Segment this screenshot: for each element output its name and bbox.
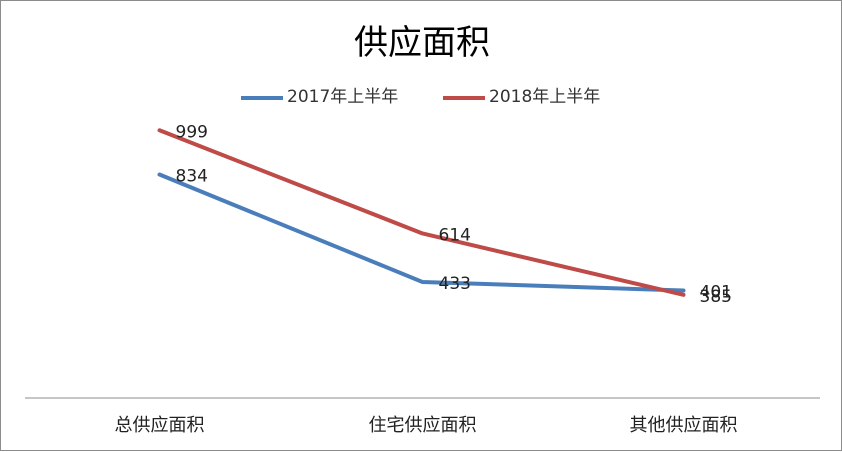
data-label: 834 — [176, 167, 208, 187]
chart-title: 供应面积 — [354, 23, 490, 63]
series-line-2 — [157, 128, 686, 297]
legend-label-2017: 2017年上半年 — [287, 87, 399, 107]
x-tick-label: 其他供应面积 — [630, 415, 738, 436]
legend-label-2018: 2018年上半年 — [489, 87, 601, 107]
x-tick-label: 住宅供应面积 — [369, 415, 477, 436]
chart-legend: 2017年上半年 2018年上半年 — [1, 85, 842, 109]
series-line-1 — [157, 172, 686, 293]
legend-swatch-2017 — [241, 96, 283, 100]
data-label: 401 — [700, 283, 732, 303]
data-label: 614 — [439, 225, 471, 245]
data-label: 433 — [439, 274, 471, 294]
data-label: 999 — [176, 122, 208, 142]
x-tick-label: 总供应面积 — [115, 415, 205, 436]
data-label: 385 — [700, 287, 732, 307]
legend-swatch-2018 — [443, 96, 485, 100]
